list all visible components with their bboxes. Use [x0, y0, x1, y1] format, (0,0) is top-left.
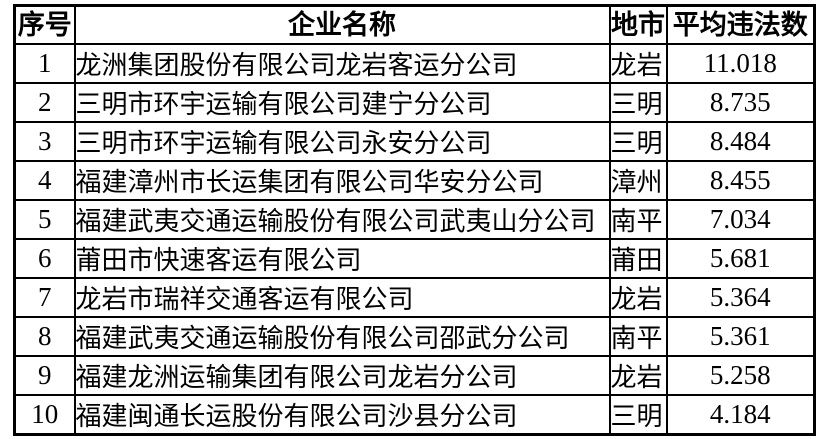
- table-row: 3 三明市环宇运输有限公司永安分公司 三明 8.484: [13, 121, 816, 162]
- company-name-cell: 福建龙洲运输集团有限公司龙岩分公司: [73, 355, 611, 396]
- avg-violations-cell: 8.735: [665, 82, 816, 123]
- serial-number-cell: 2: [13, 82, 76, 123]
- serial-number-cell: 7: [13, 277, 76, 318]
- serial-number-cell: 1: [13, 43, 76, 84]
- avg-violations-cell: 7.034: [665, 199, 816, 240]
- table-body: 1 龙洲集团股份有限公司龙岩客运分公司 龙岩 11.018 2 三明市环宇运输有…: [13, 43, 816, 436]
- table-row: 8 福建武夷交通运输股份有限公司邵武分公司 南平 5.361: [13, 316, 816, 357]
- table-row: 9 福建龙洲运输集团有限公司龙岩分公司 龙岩 5.258: [13, 355, 816, 396]
- company-name-cell: 福建漳州市长运集团有限公司华安分公司: [73, 160, 611, 201]
- violations-table-container: 序号 企业名称 地市 平均违法数 1 龙洲集团股份有限公司龙岩客运分公司 龙岩 …: [13, 4, 816, 436]
- city-cell: 龙岩: [608, 277, 668, 318]
- city-cell: 龙岩: [608, 43, 668, 84]
- table-row: 7 龙岩市瑞祥交通客运有限公司 龙岩 5.364: [13, 277, 816, 318]
- avg-violations-cell: 5.258: [665, 355, 816, 396]
- table-header-row: 序号 企业名称 地市 平均违法数: [13, 4, 816, 45]
- company-name-cell: 莆田市快速客运有限公司: [73, 238, 611, 279]
- company-name-cell: 福建武夷交通运输股份有限公司武夷山分公司: [73, 199, 611, 240]
- avg-violations-cell: 8.484: [665, 121, 816, 162]
- serial-number-cell: 9: [13, 355, 76, 396]
- table-row: 4 福建漳州市长运集团有限公司华安分公司 漳州 8.455: [13, 160, 816, 201]
- avg-violations-cell: 4.184: [665, 394, 816, 436]
- city-cell: 三明: [608, 82, 668, 123]
- company-name-cell: 福建武夷交通运输股份有限公司邵武分公司: [73, 316, 611, 357]
- avg-violations-cell: 5.364: [665, 277, 816, 318]
- header-company-name: 企业名称: [73, 4, 611, 45]
- company-name-cell: 三明市环宇运输有限公司建宁分公司: [73, 82, 611, 123]
- table-row: 10 福建闽通长运股份有限公司沙县分公司 三明 4.184: [13, 394, 816, 436]
- city-cell: 三明: [608, 394, 668, 436]
- city-cell: 南平: [608, 199, 668, 240]
- city-cell: 漳州: [608, 160, 668, 201]
- serial-number-cell: 6: [13, 238, 76, 279]
- table-row: 2 三明市环宇运输有限公司建宁分公司 三明 8.735: [13, 82, 816, 123]
- serial-number-cell: 10: [13, 394, 76, 436]
- avg-violations-cell: 8.455: [665, 160, 816, 201]
- header-serial-number: 序号: [13, 4, 76, 45]
- company-name-cell: 福建闽通长运股份有限公司沙县分公司: [73, 394, 611, 436]
- city-cell: 三明: [608, 121, 668, 162]
- city-cell: 莆田: [608, 238, 668, 279]
- avg-violations-cell: 5.681: [665, 238, 816, 279]
- company-name-cell: 龙岩市瑞祥交通客运有限公司: [73, 277, 611, 318]
- serial-number-cell: 3: [13, 121, 76, 162]
- serial-number-cell: 8: [13, 316, 76, 357]
- violations-table: 序号 企业名称 地市 平均违法数 1 龙洲集团股份有限公司龙岩客运分公司 龙岩 …: [13, 4, 816, 436]
- avg-violations-cell: 5.361: [665, 316, 816, 357]
- city-cell: 龙岩: [608, 355, 668, 396]
- serial-number-cell: 5: [13, 199, 76, 240]
- company-name-cell: 三明市环宇运输有限公司永安分公司: [73, 121, 611, 162]
- avg-violations-cell: 11.018: [665, 43, 816, 84]
- header-avg-violations: 平均违法数: [665, 4, 816, 45]
- city-cell: 南平: [608, 316, 668, 357]
- header-city: 地市: [608, 4, 668, 45]
- company-name-cell: 龙洲集团股份有限公司龙岩客运分公司: [73, 43, 611, 84]
- table-row: 5 福建武夷交通运输股份有限公司武夷山分公司 南平 7.034: [13, 199, 816, 240]
- serial-number-cell: 4: [13, 160, 76, 201]
- table-row: 1 龙洲集团股份有限公司龙岩客运分公司 龙岩 11.018: [13, 43, 816, 84]
- table-row: 6 莆田市快速客运有限公司 莆田 5.681: [13, 238, 816, 279]
